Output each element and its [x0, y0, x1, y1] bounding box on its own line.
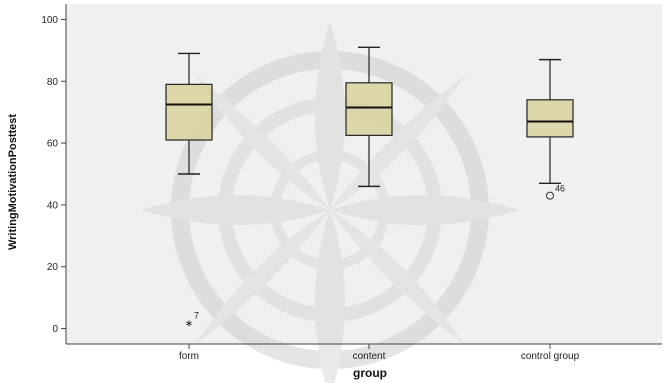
box-content: [345, 46, 393, 188]
x-tick-label: content: [353, 351, 386, 362]
y-tick-label: 60: [47, 139, 59, 150]
outlier-circle-marker: [546, 191, 554, 200]
boxes-layer: [165, 46, 574, 188]
x-tick-label: control group: [521, 351, 580, 362]
watermark: [140, 20, 520, 383]
y-axis: 0 20 40 60 80 100: [41, 4, 67, 344]
iqr-box: [165, 83, 213, 141]
x-axis-title: group: [353, 366, 387, 380]
outliers-layer: ∗7 46: [185, 184, 565, 330]
outlier-46: 46: [546, 184, 565, 200]
y-tick-label: 20: [47, 262, 59, 273]
y-tick-label: 40: [47, 200, 59, 211]
outlier-case-label: 7: [194, 310, 199, 320]
y-tick-label: 0: [52, 324, 58, 335]
box-control-group: [526, 58, 574, 184]
box-form: [165, 52, 213, 175]
y-axis-title: WritingMotivationPosttest: [7, 114, 19, 250]
y-tick-label: 100: [41, 15, 58, 26]
y-tick-label: 80: [47, 77, 59, 88]
outlier-star-marker: ∗: [185, 318, 193, 329]
x-tick-label: form: [179, 351, 199, 362]
iqr-box: [345, 82, 393, 136]
outlier-case-label: 46: [555, 184, 565, 194]
iqr-box: [526, 99, 574, 138]
x-axis: form content control group: [66, 343, 662, 362]
outlier-7: ∗7: [185, 310, 199, 329]
